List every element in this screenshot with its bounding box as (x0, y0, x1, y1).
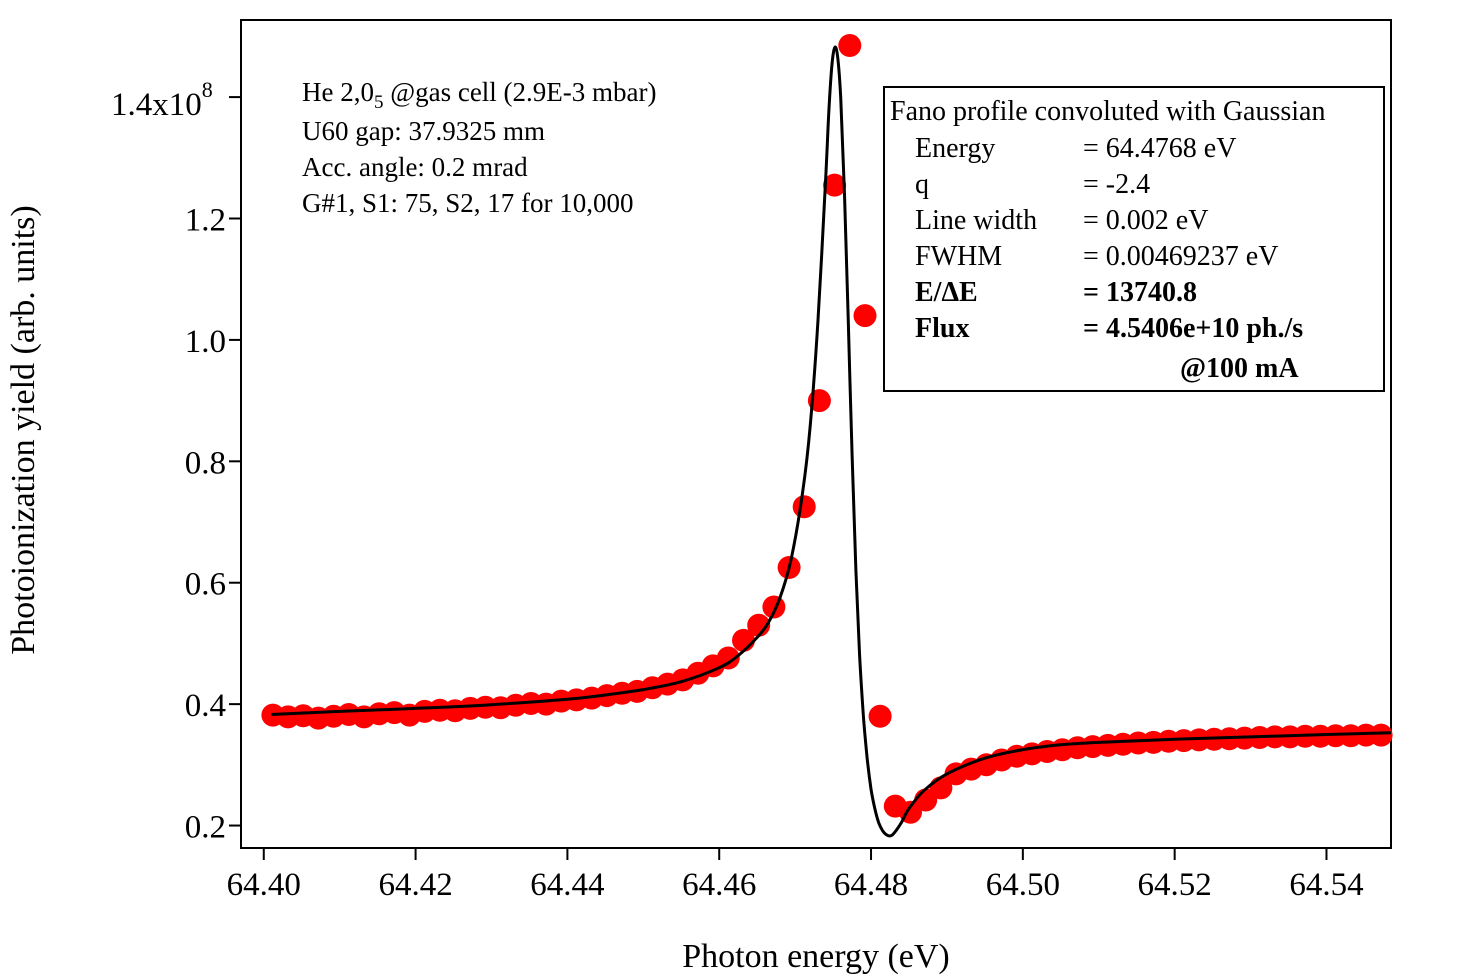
fit-param-value: = 64.4768 eV (1083, 133, 1236, 164)
x-tick-label: 64.48 (834, 867, 908, 903)
x-tick-label: 64.40 (227, 867, 301, 903)
data-point (868, 704, 892, 728)
fit-param-value: = 0.00469237 eV (1083, 241, 1278, 272)
annotation-line-1: He 2,05 @gas cell (2.9E-3 mbar) (302, 77, 657, 113)
fit-param-value: = 4.5406e+10 ph./s (1083, 313, 1303, 344)
fit-param-name: E/ΔE (915, 277, 978, 308)
x-tick-label: 64.52 (1138, 867, 1212, 903)
fit-results-rows: Energy = 64.4768 eV q = -2.4 Line width = 0.0… (915, 133, 1303, 344)
x-tick-labels: 64.40 64.42 64.44 64.46 64.48 64.50 64.52 64.54 (227, 867, 1364, 903)
x-axis-title: Photon energy (eV) (682, 938, 950, 975)
y-tick-labels: 0.2 0.4 0.6 0.8 1.0 1.2 (185, 203, 226, 846)
annotation-line-3: Acc. angle: 0.2 mrad (302, 152, 528, 182)
y-multiplier-base: x10 (152, 87, 202, 123)
x-tick-label: 64.46 (682, 867, 756, 903)
data-point (823, 173, 847, 197)
fit-results-frame (883, 86, 1385, 392)
annotation-line-2: U60 gap: 37.9325 mm (302, 116, 545, 146)
x-tick-label: 64.42 (378, 867, 452, 903)
data-point (838, 34, 862, 57)
fit-param-value: = 0.002 eV (1083, 205, 1208, 236)
annotation-line-4: G#1, S1: 75, S2, 17 for 10,000 (302, 188, 634, 218)
fit-param-name: FWHM (915, 241, 1002, 272)
axis-ticks (229, 96, 1328, 860)
fit-results-box: Fano profile convoluted with Gaussian En… (883, 86, 1385, 392)
y-multiplier-mantissa: 1.4 (111, 87, 152, 123)
fit-param-name: Line width (915, 205, 1037, 236)
data-point (1369, 723, 1393, 747)
data-point (853, 304, 877, 328)
plot-frame (240, 19, 1392, 849)
annotation-line-1-prefix: He 2,0 (302, 77, 374, 107)
fit-param-value: = -2.4 (1083, 169, 1150, 200)
annotation-line-1-suffix: @gas cell (2.9E-3 mbar) (383, 77, 656, 107)
y-tick-label: 0.4 (185, 688, 226, 724)
data-point (716, 646, 740, 670)
y-multiplier-exponent: 8 (202, 77, 213, 102)
y-tick-label: 0.8 (185, 445, 226, 481)
x-tick-label: 64.54 (1289, 867, 1363, 903)
fit-param-name: Flux (915, 313, 969, 344)
x-tick-label: 64.50 (986, 867, 1060, 903)
x-tick-label: 64.44 (530, 867, 604, 903)
y-tick-label: 1.2 (185, 203, 226, 239)
y-tick-label: 0.6 (185, 567, 226, 603)
fit-line (271, 45, 1392, 838)
fit-param-value: = 13740.8 (1083, 277, 1197, 308)
annotation-block: He 2,05 @gas cell (2.9E-3 mbar) U60 gap:… (302, 77, 657, 218)
y-tick-label: 1.0 (185, 324, 226, 360)
fit-results-title: Fano profile convoluted with Gaussian (890, 96, 1325, 127)
fit-param-name: Energy (915, 133, 995, 164)
data-point (792, 495, 816, 519)
y-multiplier: 1.4x108 (111, 77, 213, 123)
fit-results-note: @100 mA (1180, 353, 1299, 384)
y-tick-label: 0.2 (185, 810, 226, 846)
fit-param-name: q (915, 169, 929, 200)
annotation-line-1-subscript: 5 (374, 92, 384, 113)
y-axis-title: Photoionization yield (arb. units) (5, 205, 42, 655)
